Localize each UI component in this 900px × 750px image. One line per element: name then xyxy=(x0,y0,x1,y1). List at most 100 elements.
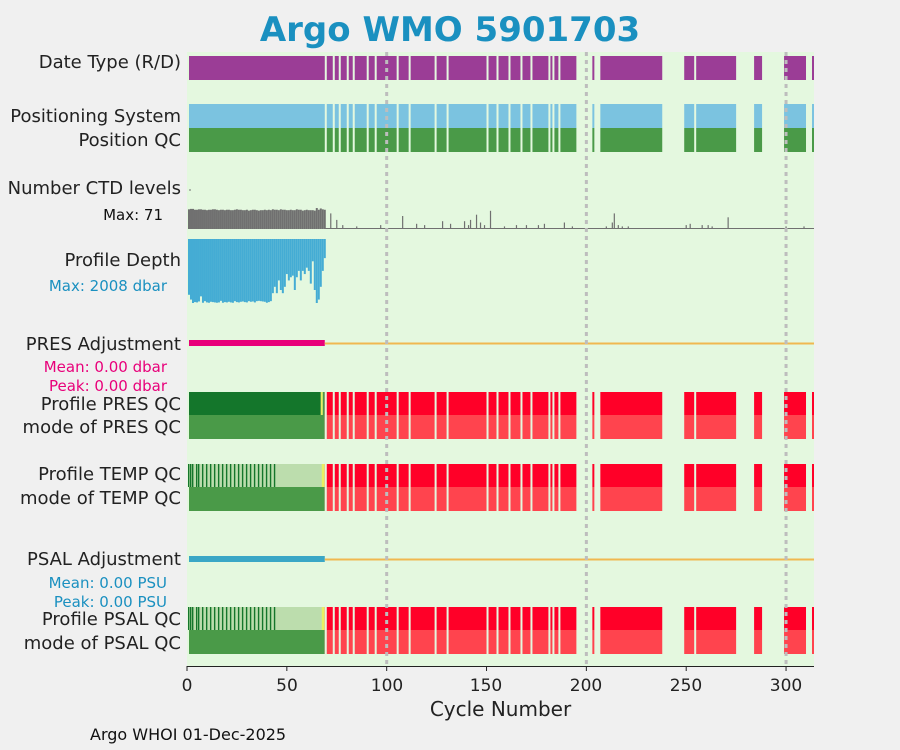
missing-cycle-gap xyxy=(346,415,349,439)
profile-depth-bar xyxy=(255,239,258,302)
x-tick-label: 50 xyxy=(276,676,298,696)
profile-depth-bar xyxy=(277,239,280,281)
missing-cycle-gap xyxy=(662,607,685,630)
profile-temp-qc-good-mark xyxy=(245,464,248,487)
profile-depth-bar xyxy=(301,239,304,271)
profile-depth-bar xyxy=(247,239,250,302)
profile-psal-qc-good-mark xyxy=(201,607,204,630)
ctd-levels-bar xyxy=(197,209,200,229)
profile-temp-qc-good-mark xyxy=(233,464,236,487)
pres-mean-label: Mean: 0.00 dbar xyxy=(43,358,167,376)
missing-cycle-gap xyxy=(548,56,551,80)
ctd-levels-bar xyxy=(191,208,194,229)
missing-cycle-gap xyxy=(434,104,437,128)
missing-cycle-gap xyxy=(662,630,685,654)
missing-cycle-gap xyxy=(576,56,593,80)
profile-depth-bar xyxy=(259,239,262,302)
missing-cycle-gap xyxy=(374,56,377,80)
profile-depth-bar xyxy=(225,239,228,303)
missing-cycle-gap xyxy=(594,392,601,415)
missing-cycle-gap xyxy=(332,607,335,630)
ctd-levels-bar xyxy=(503,226,506,229)
pres-adjustment-line xyxy=(188,340,325,346)
profile-depth-bar xyxy=(323,239,326,259)
ctd-levels-bar xyxy=(295,209,298,229)
ctd-levels-bar xyxy=(187,209,190,229)
missing-cycle-gap xyxy=(548,464,551,487)
missing-cycle-gap xyxy=(366,464,369,487)
missing-cycle-gap xyxy=(762,487,785,511)
ctd-levels-bar xyxy=(265,210,268,229)
missing-cycle-gap xyxy=(594,415,601,439)
profile-depth-bar xyxy=(267,239,270,303)
ctd-levels-bar xyxy=(211,209,214,229)
ctd-levels-bar xyxy=(311,210,314,229)
missing-cycle-gap xyxy=(396,607,399,630)
missing-cycle-gap xyxy=(594,630,601,654)
ctd-levels-bar xyxy=(229,210,232,229)
missing-cycle-gap xyxy=(508,128,511,152)
ctd-levels-bar xyxy=(225,209,228,229)
profile-psal-qc-good-mark xyxy=(187,607,190,630)
missing-cycle-gap xyxy=(496,56,499,80)
profile-temp-qc-good-mark xyxy=(269,464,272,487)
missing-cycle-gap xyxy=(324,464,327,487)
missing-cycle-gap xyxy=(806,392,813,415)
missing-cycle-gap xyxy=(324,415,327,439)
profile-psal-qc-good-mark xyxy=(249,607,252,630)
missing-cycle-gap xyxy=(396,487,399,511)
missing-cycle-gap xyxy=(446,487,449,511)
missing-cycle-gap xyxy=(736,104,755,128)
missing-cycle-gap xyxy=(576,464,593,487)
row-label-mode-psal-qc: mode of PSAL QC xyxy=(23,633,181,654)
positioning-system-band xyxy=(188,104,814,128)
ctd-levels-bar xyxy=(727,217,729,229)
missing-cycle-gap xyxy=(346,128,349,152)
row-label-position-qc: Position QC xyxy=(78,130,181,151)
missing-cycle-gap xyxy=(662,56,685,80)
profile-depth-bar xyxy=(293,239,296,290)
ctd-levels-bar xyxy=(251,209,254,229)
ctd-levels-bar xyxy=(475,214,478,229)
profile-temp-qc-good-mark xyxy=(217,464,220,487)
psal-adjustment-line xyxy=(188,556,325,562)
profile-depth-bar xyxy=(211,239,214,303)
missing-cycle-gap xyxy=(408,607,411,630)
missing-cycle-gap xyxy=(806,56,813,80)
profile-depth-bar xyxy=(191,239,194,303)
missing-cycle-gap xyxy=(352,104,355,128)
profile-temp-qc-good-mark xyxy=(241,464,244,487)
missing-cycle-gap xyxy=(548,392,551,415)
profile-temp-qc-good-mark xyxy=(195,464,198,487)
missing-cycle-gap xyxy=(806,128,813,152)
profile-depth-bar xyxy=(233,239,236,302)
ctd-levels-bar xyxy=(199,209,202,229)
ctd-levels-bar xyxy=(605,226,607,229)
missing-cycle-gap xyxy=(662,487,685,511)
row-label-ctd-levels: Number CTD levels xyxy=(7,178,181,199)
ctd-levels-bar xyxy=(525,225,528,229)
row-label-mode-temp-qc: mode of TEMP QC xyxy=(19,488,181,509)
row-label-date-type: Date Type (R/D) xyxy=(38,52,181,73)
missing-cycle-gap xyxy=(594,607,601,630)
profile-temp-qc-good-mark xyxy=(221,464,224,487)
profile-temp-qc-good-mark xyxy=(225,464,228,487)
ctd-levels-bar xyxy=(463,221,466,229)
missing-cycle-gap xyxy=(694,464,697,487)
ctd-levels-bar xyxy=(617,225,619,229)
profile-depth-bar xyxy=(273,239,276,287)
ctd-levels-bar xyxy=(424,225,426,229)
profile-temp-qc-good-mark xyxy=(201,464,204,487)
ctd-levels-bar xyxy=(701,225,703,229)
profile-depth-bar xyxy=(207,239,210,303)
missing-cycle-gap xyxy=(366,128,369,152)
missing-cycle-gap xyxy=(332,56,335,80)
missing-cycle-gap xyxy=(552,56,555,80)
profile-depth-bar xyxy=(241,239,244,302)
missing-cycle-gap xyxy=(576,128,593,152)
missing-cycle-gap xyxy=(496,392,499,415)
missing-cycle-gap xyxy=(576,392,593,415)
ctd-levels-bar xyxy=(293,210,296,229)
profile-psal-qc-good-mark xyxy=(189,607,192,630)
profile-psal-qc-good-mark xyxy=(205,607,208,630)
